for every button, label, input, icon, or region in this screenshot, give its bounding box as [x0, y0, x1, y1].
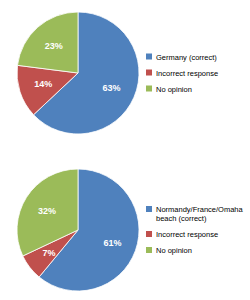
pie-slice [17, 169, 78, 256]
data-label: 61% [103, 238, 121, 248]
legend-swatch [146, 70, 152, 76]
pie-slice [17, 65, 78, 114]
legend-entry: Normandy/France/Omahabeach (correct) [146, 205, 244, 223]
legend-label: Incorrect response [156, 230, 218, 239]
legend: Normandy/France/Omahabeach (correct) Inco… [146, 205, 244, 255]
legend-entry: No opinion [146, 246, 192, 255]
legend-swatch [146, 247, 152, 253]
legend-label: No opinion [156, 246, 192, 255]
legend-entry: Incorrect response [146, 69, 218, 78]
chart-canvas: 63% 14% 23% Germany (correct) Incorrect resp… [0, 0, 250, 300]
legend-swatch [146, 206, 152, 212]
slices [17, 169, 139, 291]
legend-swatch [146, 231, 152, 237]
legend-swatch [146, 54, 152, 60]
legend-label: Incorrect response [156, 69, 218, 78]
legend-label: Normandy/France/Omahabeach (correct) [156, 205, 244, 223]
data-label: 63% [103, 83, 121, 93]
legend-swatch [146, 86, 152, 92]
legend-label: Germany (correct) [156, 53, 217, 62]
legend-label: No opinion [156, 85, 192, 94]
data-label: 14% [34, 79, 52, 89]
legend-entry: Incorrect response [146, 230, 218, 239]
pie-chart: 61% 7% 32% Normandy/France/Omahabeach (corr… [17, 169, 244, 291]
data-labels: 61% 7% 32% [38, 206, 121, 258]
data-label: 23% [45, 41, 63, 51]
data-label: 32% [38, 206, 56, 216]
legend-entry: No opinion [146, 85, 192, 94]
pie-slice [17, 12, 78, 73]
pie-chart: 63% 14% 23% Germany (correct) Incorrect resp… [17, 12, 218, 134]
legend: Germany (correct) Incorrect response No op… [146, 53, 218, 94]
slices [17, 12, 139, 134]
data-label: 7% [43, 248, 56, 258]
legend-entry: Germany (correct) [146, 53, 217, 62]
data-labels: 63% 14% 23% [34, 41, 120, 93]
